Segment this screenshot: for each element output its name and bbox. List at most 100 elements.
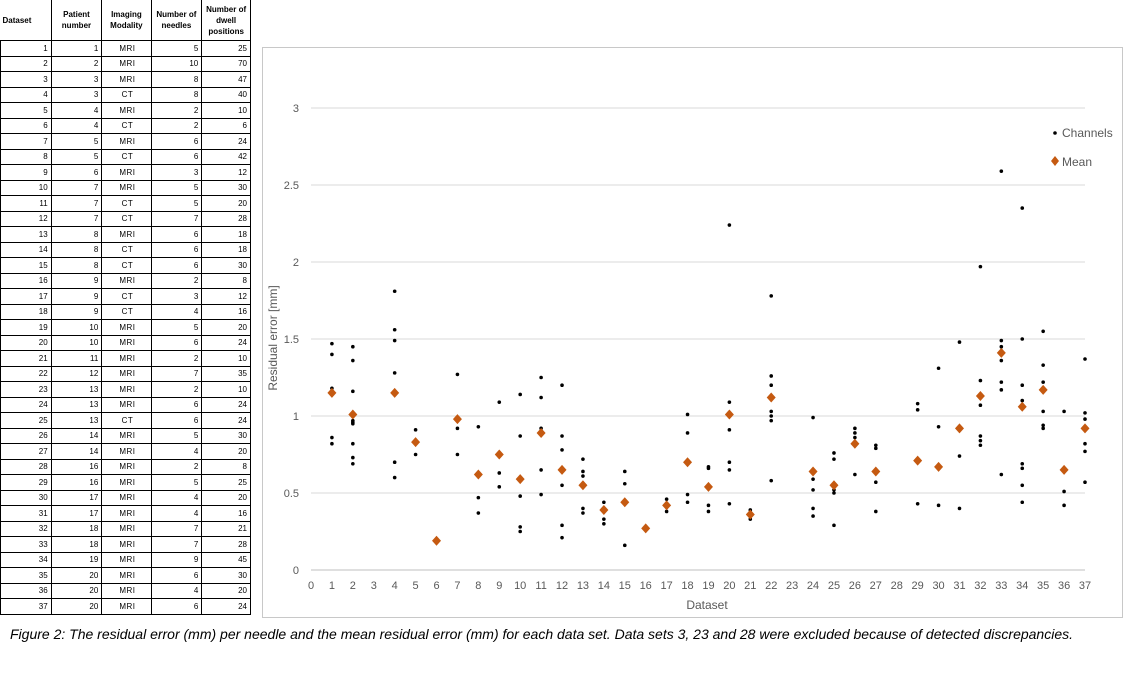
cell-imaging-modality: MRI [101, 272, 152, 289]
cell-patient-number: 3 [50, 71, 103, 88]
mean-point [850, 438, 860, 449]
x-tick-label: 17 [660, 580, 672, 592]
table-row: 12 7 CT 7 28 [0, 210, 251, 227]
cell-imaging-modality: MRI [101, 598, 152, 615]
cell-dwell-positions: 25 [201, 40, 251, 57]
cell-dataset: 30 [0, 489, 52, 506]
x-tick-label: 26 [849, 580, 861, 592]
cell-imaging-modality: MRI [101, 536, 152, 553]
channel-point [769, 294, 774, 298]
cell-imaging-modality: MRI [101, 319, 152, 336]
x-tick-label: 20 [723, 580, 735, 592]
channel-point [476, 424, 481, 429]
cell-patient-number: 13 [50, 396, 103, 413]
cell-imaging-modality: MRI [101, 489, 152, 506]
channel-point [1083, 441, 1087, 446]
cell-imaging-modality: MRI [101, 520, 152, 537]
x-tick-label: 15 [619, 580, 631, 592]
x-tick-label: 30 [932, 580, 944, 592]
table-row: 33 18 MRI 7 28 [0, 536, 251, 553]
cell-dataset: 33 [0, 536, 52, 553]
cell-imaging-modality: MRI [101, 474, 152, 491]
channel-point [518, 529, 522, 534]
cell-dataset: 3 [0, 71, 52, 88]
channel-point [874, 480, 878, 485]
x-tick-labels: 0 1 2 3 4 5 6 7 8 9 10 11 12 13 14 15 16 17 18 19 20 21 22 23 24… [308, 580, 1091, 592]
x-tick-label: 8 [475, 580, 481, 592]
x-tick-label: 6 [433, 580, 439, 592]
x-tick-label: 16 [640, 580, 652, 592]
cell-dwell-positions: 24 [201, 334, 251, 351]
cell-number-of-needles: 4 [150, 505, 203, 522]
cell-dataset: 36 [0, 582, 52, 599]
mean-point [536, 427, 546, 438]
cell-patient-number: 8 [50, 226, 103, 243]
cell-imaging-modality: MRI [101, 334, 152, 351]
legend: Channels Mean [1051, 126, 1113, 169]
cell-dwell-positions: 20 [201, 443, 251, 460]
channel-point [455, 372, 460, 377]
table-row: 5 4 MRI 2 10 [0, 102, 251, 119]
mean-point [913, 455, 923, 466]
channel-point [1020, 500, 1025, 505]
x-tick-label: 37 [1079, 580, 1091, 592]
cell-dwell-positions: 16 [201, 505, 251, 522]
channel-point [1041, 423, 1045, 428]
table-row: 10 7 MRI 5 30 [0, 179, 251, 196]
channel-point [769, 374, 774, 378]
table-row: 4 3 CT 8 40 [0, 86, 251, 103]
cell-imaging-modality: MRI [101, 505, 152, 522]
channels-series [330, 169, 1087, 548]
channel-point [539, 375, 543, 380]
channel-point [392, 371, 397, 375]
mean-point [1038, 384, 1048, 395]
cell-dwell-positions: 30 [201, 179, 251, 196]
cell-number-of-needles: 3 [150, 164, 203, 181]
channel-point [392, 338, 397, 343]
cell-patient-number: 18 [50, 520, 103, 537]
cell-patient-number: 18 [50, 536, 103, 553]
cell-patient-number: 20 [50, 598, 103, 615]
cell-number-of-needles: 7 [150, 365, 203, 382]
cell-dataset: 21 [0, 350, 52, 367]
cell-dwell-positions: 6 [201, 117, 251, 134]
mean-point [683, 457, 693, 468]
table-row: 37 20 MRI 6 24 [0, 598, 251, 615]
cell-number-of-needles: 6 [150, 412, 203, 429]
cell-imaging-modality: MRI [101, 102, 152, 119]
channel-point [560, 448, 564, 452]
mean-point [327, 387, 337, 398]
cell-dwell-positions: 47 [201, 71, 251, 88]
table-row: 21 11 MRI 2 10 [0, 350, 251, 367]
cell-patient-number: 7 [50, 210, 103, 227]
channel-point [936, 366, 941, 371]
cell-patient-number: 9 [50, 272, 103, 289]
channel-point [497, 400, 502, 404]
header-number-of-needles: Number of needles [151, 0, 203, 41]
channel-point [1041, 329, 1045, 334]
channel-point [330, 435, 334, 440]
cell-dwell-positions: 70 [201, 55, 251, 72]
cell-patient-number: 8 [50, 257, 103, 274]
x-tick-label: 1 [329, 580, 335, 592]
mean-point [620, 497, 630, 508]
cell-dataset: 18 [0, 303, 52, 320]
header-imaging-modality: Imaging Modality [101, 0, 152, 41]
x-tick-label: 28 [891, 580, 903, 592]
cell-dwell-positions: 24 [201, 412, 251, 429]
mean-point [473, 469, 483, 480]
cell-patient-number: 9 [50, 288, 103, 305]
cell-dataset: 37 [0, 598, 52, 615]
cell-number-of-needles: 2 [150, 102, 203, 119]
mean-point [1017, 401, 1027, 412]
cell-dwell-positions: 18 [201, 241, 251, 258]
channel-point [685, 412, 690, 417]
table-row: 16 9 MRI 2 8 [0, 272, 251, 289]
cell-dataset: 35 [0, 567, 52, 584]
cell-patient-number: 16 [50, 458, 103, 475]
mean-point [452, 414, 462, 425]
channel-point [1020, 398, 1025, 403]
mean-point [934, 461, 944, 472]
channel-point [957, 506, 962, 511]
table-row: 23 13 MRI 2 10 [0, 381, 251, 398]
